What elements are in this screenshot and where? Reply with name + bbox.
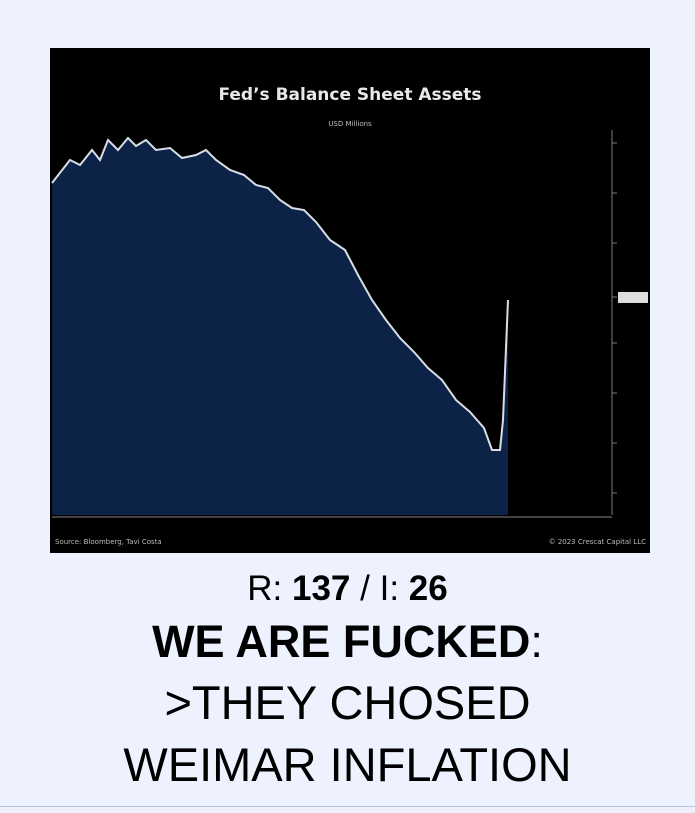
subject-colon: :: [530, 616, 543, 667]
area: [52, 138, 508, 515]
image-subtitle: USD Millions: [328, 120, 372, 128]
thread-thumbnail[interactable]: Fed’s Balance Sheet Assets USD Millions …: [50, 48, 650, 553]
replies-label: R:: [247, 569, 283, 608]
divider: [0, 806, 695, 807]
thread-teaser: >THEY CHOSED WEIMAR INFLATION: [123, 676, 572, 791]
separator: /: [360, 569, 370, 608]
reply-count: 137: [292, 569, 351, 608]
image-source: Source: Bloomberg, Tavi Costa: [55, 538, 162, 546]
thread-subject: WE ARE FUCKED: [152, 616, 531, 667]
image-count: 26: [408, 569, 448, 608]
image-title: Fed’s Balance Sheet Assets: [218, 85, 481, 105]
thread-stats: R: 137 / I: 26: [0, 566, 695, 612]
last-value-tag: [618, 292, 648, 303]
line: [51, 136, 509, 451]
image-copyright: © 2023 Crescat Capital LLC: [549, 538, 647, 546]
right-axis-ticks: [612, 142, 617, 494]
chart-image: Fed’s Balance Sheet Assets USD Millions …: [50, 48, 650, 553]
thread-subject-line: WE ARE FUCKED:: [0, 614, 695, 670]
images-label: I:: [379, 569, 400, 608]
